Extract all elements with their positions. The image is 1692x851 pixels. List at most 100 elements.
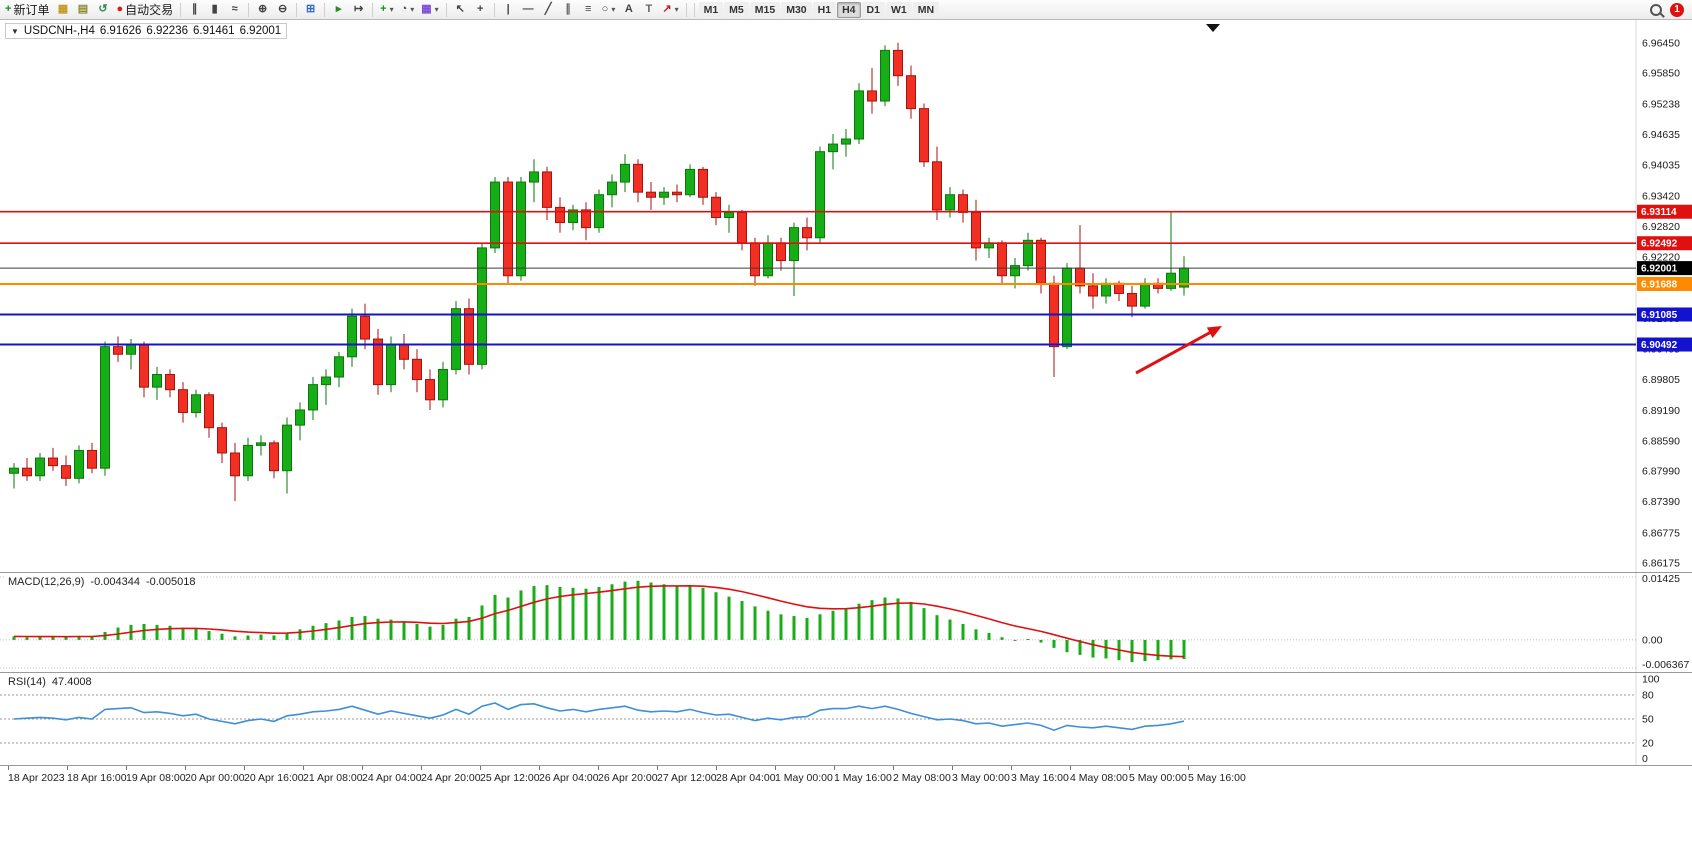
timeframe-mn-button[interactable]: MN <box>912 1 940 18</box>
timeframe-m1-button[interactable]: M1 <box>698 1 724 18</box>
zoom-out-icon: ⊖ <box>278 3 288 15</box>
search-icon[interactable] <box>1650 3 1662 16</box>
refresh-button[interactable]: ↺ <box>93 1 112 18</box>
periods-button[interactable]: ◔ ▾ <box>398 1 418 18</box>
rsi-title: RSI(14) 47.4008 <box>5 676 95 688</box>
time-tick <box>598 766 599 770</box>
time-tick <box>244 766 245 770</box>
symbol-period-label: USDCNH-,H4 <box>23 25 95 37</box>
candlestick-chart-button[interactable]: ▮ <box>205 1 224 18</box>
svg-text:6.95850: 6.95850 <box>1642 68 1680 80</box>
chart-title: ▼ USDCNH-,H4 6.91626 6.92236 6.91461 6.9… <box>5 23 288 39</box>
svg-text:6.93114: 6.93114 <box>1641 207 1677 218</box>
line-chart-button[interactable]: ≈ <box>225 1 244 18</box>
ohlc-low: 6.91461 <box>193 25 235 37</box>
svg-text:6.87990: 6.87990 <box>1642 466 1680 478</box>
time-label: 5 May 16:00 <box>1188 772 1246 784</box>
ohlc-open: 6.91626 <box>99 25 142 37</box>
main-chart-pane[interactable]: ▼ USDCNH-,H4 6.91626 6.92236 6.91461 6.9… <box>0 20 1692 572</box>
auto-trading-button[interactable]: ● 自动交易 <box>113 1 176 18</box>
svg-text:6.86175: 6.86175 <box>1642 558 1680 570</box>
ohlc-high: 6.92236 <box>146 25 188 37</box>
trendline-button[interactable]: ╱ <box>539 1 558 18</box>
time-label: 5 May 00:00 <box>1129 772 1187 784</box>
text-a-icon: A <box>624 3 633 15</box>
notification-badge[interactable]: 1 <box>1670 2 1684 17</box>
time-label: 24 Apr 20:00 <box>421 772 481 784</box>
horizontal-line-button[interactable]: — <box>519 1 538 18</box>
tile-windows-button[interactable]: ⊞ <box>301 1 320 18</box>
time-tick <box>421 766 422 770</box>
channel-icon: ∥ <box>565 3 571 15</box>
chart-yellow-icon: ▦ <box>57 3 69 15</box>
chart-shift-button[interactable]: ↦ <box>349 1 368 18</box>
macd-value-signal: -0.005018 <box>145 576 196 588</box>
time-label: 3 May 00:00 <box>952 772 1010 784</box>
macd-canvas[interactable]: 0.01425 0.00 -0.006367 <box>0 573 1692 672</box>
timeframe-m15-button[interactable]: M15 <box>749 1 781 18</box>
time-tick <box>8 766 9 770</box>
fibonacci-button[interactable]: ≡ <box>579 1 598 18</box>
time-tick <box>362 766 363 770</box>
new-order-button[interactable]: + 新订单 <box>2 1 52 18</box>
auto-scroll-icon: ▸ <box>335 3 342 15</box>
timeframe-d1-button[interactable]: D1 <box>861 1 885 18</box>
timeframe-m30-button[interactable]: M30 <box>781 1 812 18</box>
svg-text:100: 100 <box>1642 674 1660 686</box>
svg-text:6.90492: 6.90492 <box>1641 340 1678 351</box>
timeframe-w1-button[interactable]: W1 <box>885 1 912 18</box>
candlestick-chart-canvas[interactable]: 6.96450 6.95850 6.95238 6.94635 6.94035 6.934… <box>0 20 1692 572</box>
clock-icon: ◔ <box>400 3 408 15</box>
indicators-button[interactable]: + ▾ <box>377 1 396 18</box>
collapse-arrow-icon[interactable]: ▼ <box>11 26 19 36</box>
indicators-icon: + <box>380 3 387 15</box>
equidistant-channel-button[interactable]: ∥ <box>559 1 578 18</box>
time-tick <box>539 766 540 770</box>
toolbar-separator <box>372 2 374 17</box>
macd-pane[interactable]: MACD(12,26,9) -0.004344 -0.005018 0.0142… <box>0 572 1692 672</box>
bar-chart-icon: ∥ <box>191 3 198 15</box>
zoom-in-icon: ⊕ <box>258 3 268 15</box>
svg-text:6.91085: 6.91085 <box>1641 310 1678 321</box>
time-tick <box>775 766 776 770</box>
timeframe-bar: M1 M5 M15 M30 H1 H4 D1 W1 MN <box>698 1 940 18</box>
vertical-line-button[interactable]: | <box>499 1 518 18</box>
timeframe-h4-button[interactable]: H4 <box>837 1 861 18</box>
text-label-icon: T <box>645 3 653 15</box>
time-label: 27 Apr 12:00 <box>657 772 717 784</box>
time-tick <box>126 766 127 770</box>
timeframe-m5-button[interactable]: M5 <box>724 1 749 18</box>
bar-chart-button[interactable]: ∥ <box>185 1 204 18</box>
svg-text:6.92492: 6.92492 <box>1641 239 1678 250</box>
time-label: 20 Apr 16:00 <box>244 772 304 784</box>
timeframe-h1-button[interactable]: H1 <box>812 1 837 18</box>
time-label: 26 Apr 20:00 <box>598 772 658 784</box>
auto-scroll-button[interactable]: ▸ <box>329 1 348 18</box>
rsi-pane[interactable]: RSI(14) 47.4008 100 80 50 20 0 <box>0 672 1692 765</box>
chevron-down-icon: ▾ <box>410 5 415 14</box>
arrows-button[interactable]: ↗ ▾ <box>659 1 681 18</box>
svg-text:6.86775: 6.86775 <box>1642 527 1680 539</box>
crosshair-button[interactable]: + <box>471 1 490 18</box>
svg-text:6.89190: 6.89190 <box>1642 405 1680 417</box>
new-order-label: 新订单 <box>13 3 50 17</box>
toolbar-separator <box>324 2 326 17</box>
svg-text:6.93420: 6.93420 <box>1642 191 1680 203</box>
rsi-value: 47.4008 <box>51 676 92 688</box>
rsi-canvas[interactable]: 100 80 50 20 0 <box>0 673 1692 765</box>
zoom-in-button[interactable]: ⊕ <box>253 1 272 18</box>
charts-group-button[interactable]: ▦ <box>53 1 72 18</box>
text-button[interactable]: A <box>619 1 638 18</box>
time-label: 1 May 00:00 <box>775 772 833 784</box>
profiles-button[interactable]: ▤ <box>73 1 92 18</box>
zoom-out-button[interactable]: ⊖ <box>273 1 292 18</box>
chart-window: ▼ USDCNH-,H4 6.91626 6.92236 6.91461 6.9… <box>0 20 1692 790</box>
shapes-button[interactable]: ○ ▾ <box>599 1 619 18</box>
text-label-button[interactable]: T <box>639 1 658 18</box>
cursor-button[interactable]: ↖ <box>451 1 470 18</box>
macd-label: MACD(12,26,9) <box>8 576 85 588</box>
chevron-down-icon: ▾ <box>674 5 679 14</box>
svg-text:0.00: 0.00 <box>1642 634 1663 646</box>
templates-button[interactable]: ▦ ▾ <box>418 1 441 18</box>
time-label: 26 Apr 04:00 <box>539 772 599 784</box>
